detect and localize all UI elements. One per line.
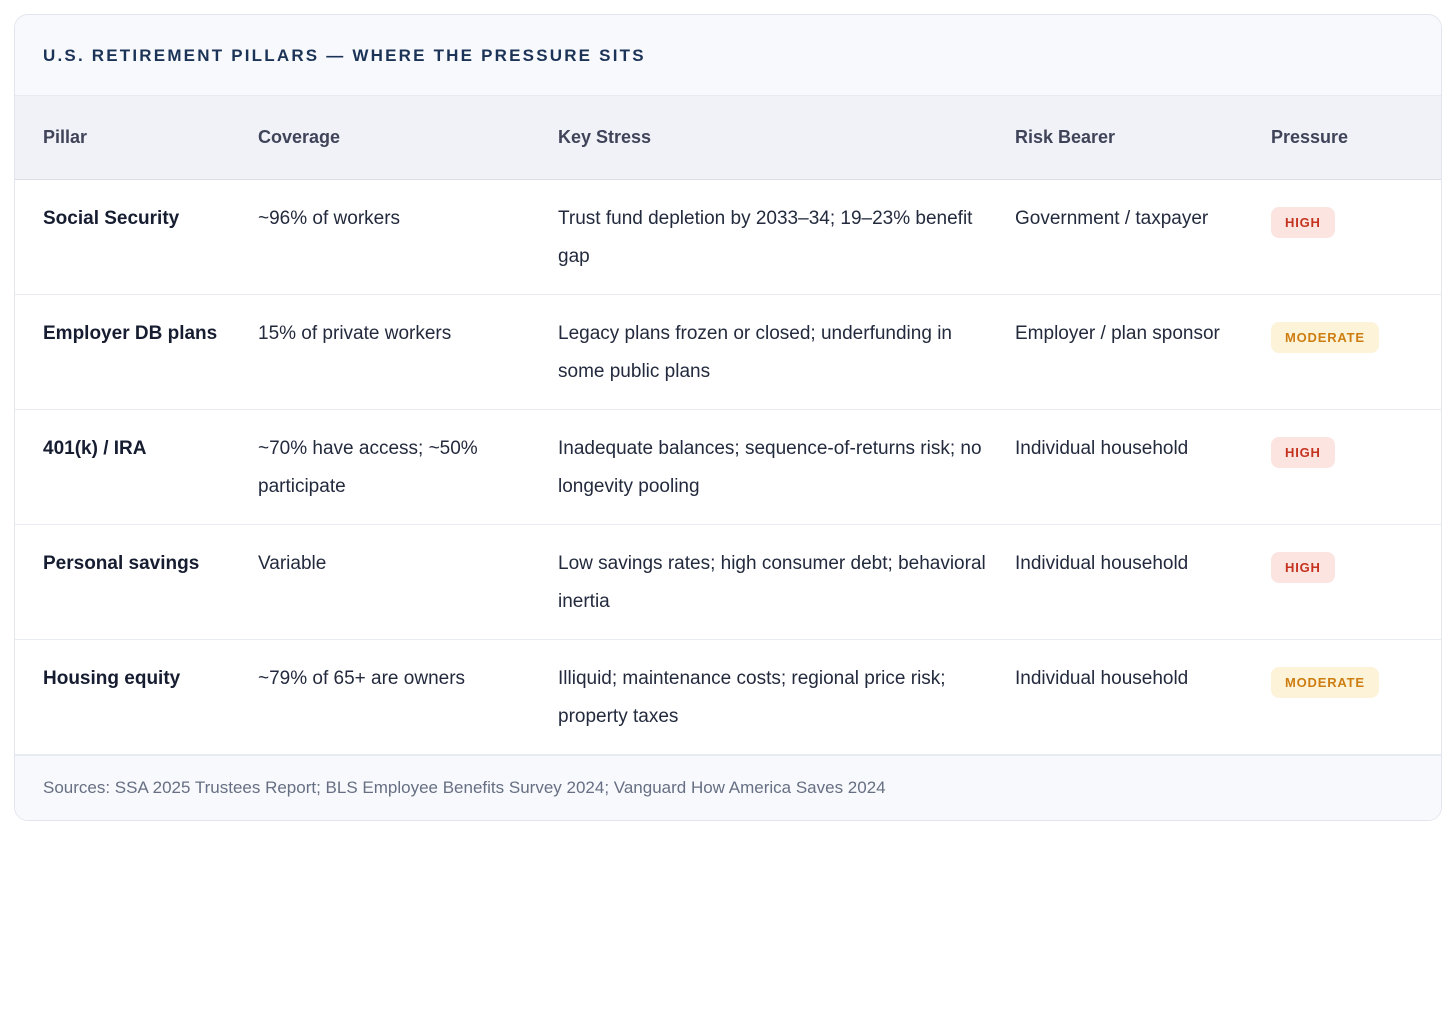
- risk-bearer-cell: Individual household: [1015, 668, 1189, 689]
- column-header-pillar: Pillar: [43, 127, 88, 147]
- pillar-cell: Social Security: [43, 208, 180, 229]
- risk-bearer-cell: Individual household: [1015, 438, 1189, 459]
- key-stress-cell: Legacy plans frozen or closed; underfund…: [558, 323, 952, 382]
- table-row: Employer DB plans 15% of private workers…: [15, 295, 1441, 410]
- key-stress-cell: Trust fund depletion by 2033–34; 19–23% …: [558, 208, 973, 267]
- column-header-pressure: Pressure: [1271, 127, 1349, 147]
- coverage-cell: ~70% have access; ~50% participate: [258, 438, 478, 497]
- sources-text: Sources: SSA 2025 Trustees Report; BLS E…: [43, 778, 886, 797]
- pressure-cell: MODERATE: [1271, 295, 1413, 409]
- pressure-cell: HIGH: [1271, 410, 1413, 524]
- table-row: Social Security ~96% of workers Trust fu…: [15, 180, 1441, 295]
- table-row: Personal savings Variable Low savings ra…: [15, 525, 1441, 640]
- table-header-row: Pillar Coverage Key Stress Risk Bearer P…: [15, 96, 1441, 180]
- pressure-badge: HIGH: [1271, 437, 1335, 468]
- pressure-cell: HIGH: [1271, 180, 1413, 294]
- card-footer: Sources: SSA 2025 Trustees Report; BLS E…: [15, 755, 1441, 820]
- table-row: 401(k) / IRA ~70% have access; ~50% part…: [15, 410, 1441, 525]
- risk-bearer-cell: Individual household: [1015, 553, 1189, 574]
- table-row: Housing equity ~79% of 65+ are owners Il…: [15, 640, 1441, 755]
- pressure-badge: MODERATE: [1271, 667, 1379, 698]
- coverage-cell: Variable: [258, 553, 327, 574]
- risk-bearer-cell: Employer / plan sponsor: [1015, 323, 1220, 344]
- pillar-cell: Housing equity: [43, 668, 181, 689]
- key-stress-cell: Low savings rates; high consumer debt; b…: [558, 553, 986, 612]
- card-header: U.S. RETIREMENT PILLARS — WHERE THE PRES…: [15, 15, 1441, 96]
- table-body: Social Security ~96% of workers Trust fu…: [15, 180, 1441, 755]
- coverage-cell: ~79% of 65+ are owners: [258, 668, 466, 689]
- column-header-coverage: Coverage: [258, 127, 341, 147]
- retirement-pillars-card: U.S. RETIREMENT PILLARS — WHERE THE PRES…: [14, 14, 1442, 821]
- pressure-badge: MODERATE: [1271, 322, 1379, 353]
- key-stress-cell: Illiquid; maintenance costs; regional pr…: [558, 668, 946, 727]
- risk-bearer-cell: Government / taxpayer: [1015, 208, 1209, 229]
- coverage-cell: 15% of private workers: [258, 323, 452, 344]
- page-title: U.S. RETIREMENT PILLARS — WHERE THE PRES…: [43, 46, 646, 65]
- key-stress-cell: Inadequate balances; sequence-of-returns…: [558, 438, 982, 497]
- pressure-badge: HIGH: [1271, 207, 1335, 238]
- pressure-badge: HIGH: [1271, 552, 1335, 583]
- pillar-cell: Employer DB plans: [43, 323, 218, 344]
- pressure-cell: HIGH: [1271, 525, 1413, 639]
- column-header-risk-bearer: Risk Bearer: [1015, 127, 1116, 147]
- pillar-cell: Personal savings: [43, 553, 200, 574]
- pressure-cell: MODERATE: [1271, 640, 1413, 754]
- pillar-cell: 401(k) / IRA: [43, 438, 147, 459]
- column-header-key-stress: Key Stress: [558, 127, 652, 147]
- coverage-cell: ~96% of workers: [258, 208, 401, 229]
